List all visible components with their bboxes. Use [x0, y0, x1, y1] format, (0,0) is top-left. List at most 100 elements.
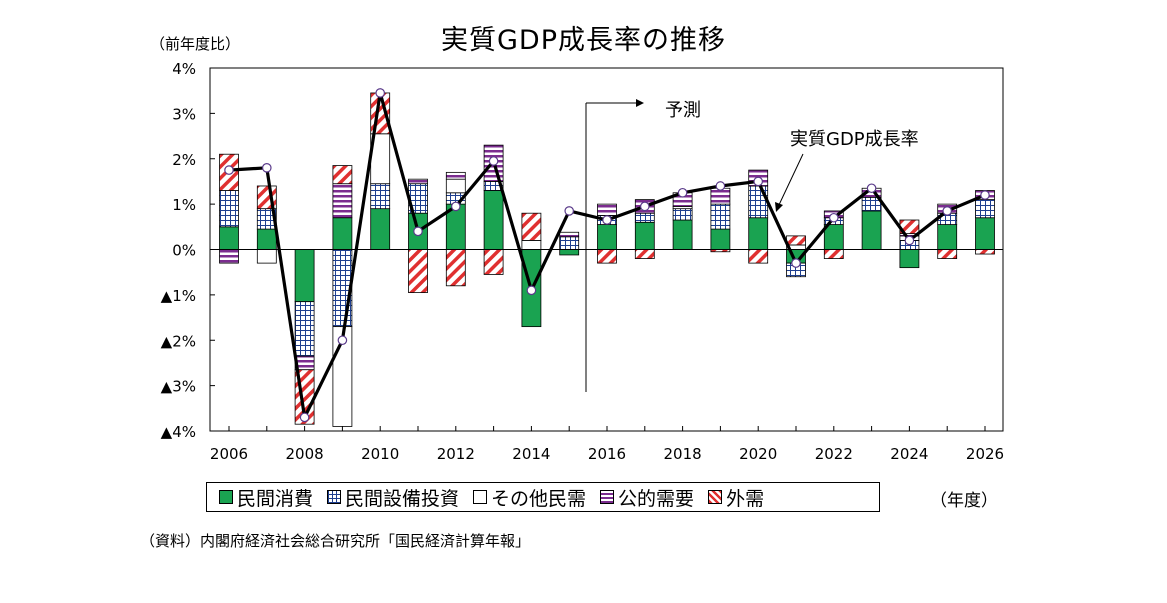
bar-purple-2011	[408, 178, 428, 185]
gdp-point-2006	[224, 165, 234, 175]
gdp-annotation-arrow-line	[777, 153, 804, 208]
legend-item-red: 外需	[708, 484, 764, 511]
chart-title: 実質GDP成長率の推移	[441, 25, 726, 56]
forecast-label: 予測	[665, 100, 701, 121]
legend-label: 公的需要	[618, 487, 695, 510]
bar-red-2012	[445, 249, 466, 287]
gdp-point-2015	[564, 206, 574, 216]
y-tick-label: 0%	[172, 242, 196, 260]
bar-grid-2008	[294, 301, 315, 357]
gdp-point-2017	[639, 201, 650, 212]
legend-item-white: その他民需	[473, 484, 586, 511]
y-tick-label: ▲3%	[161, 378, 196, 396]
gdp-point-2022	[828, 212, 839, 223]
legend-label: 民間消費	[237, 487, 314, 510]
bar-grid-2006	[219, 190, 239, 228]
bar-white-2007	[256, 249, 277, 264]
bar-green-2009	[332, 217, 353, 250]
gdp-point-2025	[942, 206, 952, 216]
bar-green-2018	[672, 219, 693, 250]
gdp-point-2014	[526, 285, 537, 296]
y-tick-label: 1%	[172, 196, 196, 214]
bar-red-2020	[748, 249, 769, 264]
bar-red-2017	[634, 249, 655, 259]
y-tick-label: ▲4%	[161, 423, 196, 441]
gdp-point-2023	[866, 183, 877, 194]
y-tick-label: ▲1%	[161, 287, 196, 305]
bar-purple-2006	[219, 249, 239, 264]
bar-green-2008	[294, 249, 315, 303]
bar-green-2015	[559, 249, 580, 256]
bar-green-2010	[370, 208, 391, 250]
gdp-point-2019	[715, 181, 726, 191]
y-tick-label: ▲2%	[161, 332, 196, 350]
bar-green-2019	[710, 228, 731, 250]
legend-item-purple: 公的需要	[600, 484, 694, 511]
bar-red-2013	[483, 249, 504, 275]
bar-red-2025	[937, 249, 958, 259]
bar-red-2014	[521, 212, 542, 241]
bar-green-2024	[899, 249, 920, 269]
x-tick-label: 2012	[437, 445, 475, 463]
legend-swatch	[600, 490, 615, 504]
gdp-point-2018	[677, 187, 688, 198]
legend-label: その他民需	[491, 487, 587, 510]
bar-green-2022	[823, 224, 844, 250]
x-tick-label: 2014	[512, 445, 550, 463]
bar-grid-2010	[370, 183, 391, 210]
bar-purple-2012	[445, 171, 466, 180]
gdp-point-2007	[261, 163, 272, 173]
bar-green-2016	[597, 224, 617, 250]
bar-red-2009	[332, 165, 353, 185]
legend-swatch	[219, 490, 233, 504]
gdp-point-2010	[375, 88, 385, 98]
gdp-point-2008	[299, 412, 310, 423]
legend-swatch	[708, 490, 723, 504]
bar-purple-2015	[559, 231, 580, 238]
gdp-point-2009	[337, 335, 348, 346]
bar-grid-2019	[710, 203, 731, 230]
y-unit-label: （前年度比）	[150, 35, 241, 53]
gdp-point-2013	[488, 156, 499, 166]
gdp-point-2012	[450, 201, 461, 212]
bar-red-2022	[823, 249, 844, 259]
x-tick-label: 2016	[588, 445, 626, 463]
x-tick-label: 2026	[966, 445, 1004, 463]
x-tick-label: 2008	[286, 445, 324, 463]
bar-white-2014	[521, 240, 542, 250]
y-tick-label: 4%	[172, 60, 196, 78]
x-tick-label: 2020	[739, 445, 777, 463]
y-tick-label: 2%	[172, 151, 196, 169]
gdp-point-2021	[791, 258, 801, 268]
x-unit-label: （年度）	[930, 491, 998, 511]
legend-swatch	[327, 490, 342, 504]
bar-red-2026	[975, 249, 995, 255]
bar-purple-2016	[597, 203, 617, 216]
bar-grid-2018	[672, 208, 693, 221]
bar-white-2012	[445, 178, 466, 194]
legend-item-grid: 民間設備投資	[327, 484, 459, 511]
legend-label: 外需	[726, 487, 765, 510]
gdp-point-2016	[602, 215, 612, 225]
bar-green-2013	[483, 190, 504, 250]
x-tick-label: 2018	[664, 445, 702, 463]
bar-green-2007	[256, 228, 277, 250]
bar-grid-2017	[634, 212, 655, 223]
bar-green-2025	[937, 224, 958, 250]
gdp-annotation-arrow-head	[775, 202, 783, 212]
x-tick-label: 2022	[815, 445, 853, 463]
legend-label: 民間設備投資	[345, 487, 460, 510]
bar-green-2006	[219, 226, 239, 250]
gdp-annotation: 実質GDP成長率	[790, 129, 919, 150]
bar-grid-2026	[975, 199, 995, 219]
gdp-point-2011	[413, 226, 423, 237]
bar-red-2016	[597, 249, 617, 264]
gdp-point-2024	[904, 235, 915, 246]
y-tick-label: 3%	[172, 105, 196, 123]
bar-green-2017	[634, 221, 655, 250]
bar-purple-2009	[332, 183, 353, 219]
bar-grid-2015	[559, 236, 580, 250]
bar-red-2021	[786, 235, 806, 246]
forecast-arrow-head	[636, 99, 644, 107]
